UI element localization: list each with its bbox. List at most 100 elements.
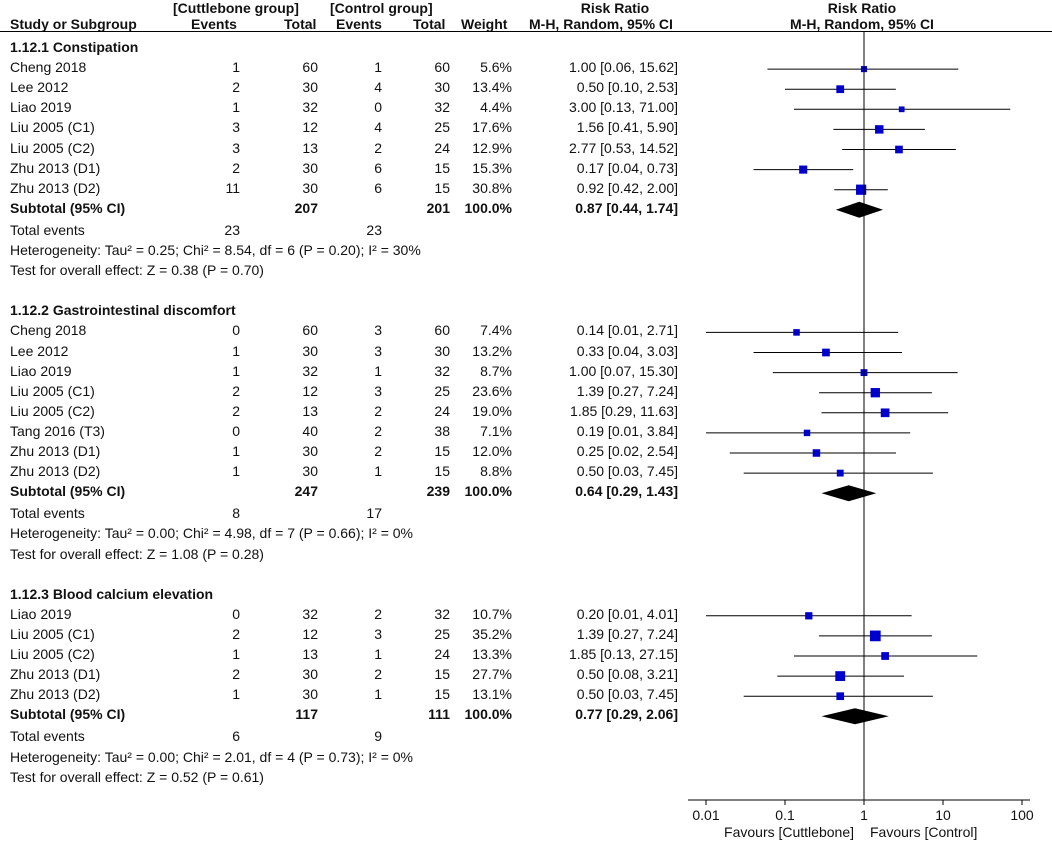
ctl-events: 2	[374, 139, 382, 156]
exp-total: 30	[302, 666, 318, 683]
exp-total: 13	[302, 646, 318, 662]
study-risk-ratio: 0.25 [0.02, 2.54]	[576, 443, 678, 459]
exp-total: 30	[302, 443, 318, 459]
study-weight: 4.4%	[480, 99, 512, 116]
header-weight: Weight	[461, 16, 508, 32]
study-name: Zhu 2013 (D2)	[10, 463, 101, 480]
subtotal-label: Subtotal (95% CI)	[10, 706, 126, 723]
header-method: M-H, Random, 95% CI	[529, 16, 673, 32]
ctl-events: 1	[374, 463, 382, 480]
ctl-total: 24	[434, 139, 450, 156]
ctl-events: 2	[374, 666, 382, 683]
exp-total: 30	[302, 159, 318, 176]
study-row-1-3-point-estimate	[898, 106, 905, 113]
subtotal-label: Subtotal (95% CI)	[10, 199, 126, 216]
study-weight: 30.8%	[472, 179, 512, 196]
study-row-2-2-ci-mark	[753, 348, 903, 357]
ctl-total: 30	[434, 79, 450, 96]
ctl-total: 60	[434, 59, 450, 76]
study-risk-ratio: 1.56 [0.41, 5.90]	[576, 119, 678, 136]
ctl-total: 25	[434, 625, 450, 642]
study-name: Cheng 2018	[10, 322, 87, 339]
exp-events: 2	[232, 382, 240, 399]
study-row-1-7-ci-mark	[834, 184, 888, 195]
study-name: Zhu 2013 (D1)	[10, 443, 101, 459]
exp-total: 30	[302, 342, 318, 359]
study-row-1-7-point-estimate	[856, 184, 867, 195]
subgroup-title: 1.12.2 Gastrointestinal discomfort	[10, 302, 236, 319]
study-weight: 8.7%	[480, 362, 512, 379]
study-risk-ratio: 3.00 [0.13, 71.00]	[569, 99, 678, 116]
study-risk-ratio: 0.50 [0.08, 3.21]	[576, 666, 678, 683]
header-exp-group: [Cuttlebone group]	[173, 0, 299, 16]
study-row-1-3-ci-mark	[794, 106, 1011, 113]
study-row-1-6-ci-mark	[753, 165, 854, 174]
exp-events: 1	[232, 463, 240, 480]
subtotal-exp-total: 117	[295, 706, 318, 723]
exp-events: 0	[232, 605, 240, 622]
header-ctl-group: [Control group]	[330, 0, 433, 16]
ctl-total: 30	[434, 342, 450, 359]
study-name: Zhu 2013 (D1)	[10, 666, 101, 683]
study-row-1-1-ci-mark	[767, 66, 959, 73]
study-weight: 12.0%	[472, 443, 512, 459]
ctl-events: 3	[374, 342, 382, 359]
ctl-total: 24	[434, 402, 450, 419]
subtotal-risk-ratio: 0.77 [0.29, 2.06]	[575, 706, 678, 723]
study-row-2-6-point-estimate	[803, 429, 811, 437]
study-risk-ratio: 0.50 [0.03, 7.45]	[576, 463, 678, 480]
ctl-total: 32	[434, 99, 450, 116]
exp-events: 2	[232, 625, 240, 642]
ctl-events: 2	[374, 422, 382, 439]
header-rule	[0, 31, 1052, 32]
study-row-1-6-point-estimate	[799, 165, 808, 174]
study-risk-ratio: 1.00 [0.07, 15.30]	[569, 362, 678, 379]
study-row-2-7-point-estimate	[812, 449, 821, 457]
exp-total: 12	[302, 382, 318, 399]
study-weight: 5.6%	[480, 59, 512, 76]
ctl-events: 3	[374, 322, 382, 339]
study-weight: 7.4%	[480, 322, 512, 339]
subtotal-label: Subtotal (95% CI)	[10, 483, 126, 500]
header-ctl-events: Events	[336, 16, 382, 32]
study-risk-ratio: 0.50 [0.10, 2.53]	[576, 79, 678, 96]
heterogeneity-text: Heterogeneity: Tau² = 0.00; Chi² = 4.98,…	[10, 525, 413, 542]
exp-total: 32	[302, 99, 318, 116]
study-weight: 23.6%	[472, 382, 512, 399]
study-row-2-4-point-estimate	[870, 388, 880, 398]
ctl-events: 1	[374, 362, 382, 379]
study-weight: 13.4%	[472, 79, 512, 96]
subtotal-diamond-3	[821, 708, 889, 725]
exp-total: 12	[302, 625, 318, 642]
study-name: Cheng 2018	[10, 59, 87, 76]
exp-total: 30	[302, 179, 318, 196]
ctl-total: 24	[434, 646, 450, 662]
total-events-label: Total events	[10, 728, 85, 745]
study-name: Zhu 2013 (D2)	[10, 179, 101, 196]
subtotal-weight: 100.0%	[464, 706, 512, 723]
study-risk-ratio: 0.19 [0.01, 3.84]	[576, 422, 678, 439]
study-weight: 13.3%	[472, 646, 512, 662]
exp-events: 2	[232, 79, 240, 96]
ctl-total: 15	[434, 463, 450, 480]
favours-left-label: Favours [Cuttlebone]	[724, 824, 854, 840]
study-weight: 10.7%	[472, 605, 512, 622]
study-weight: 13.1%	[472, 686, 512, 703]
exp-total: 30	[302, 79, 318, 96]
subtotal-exp-total: 207	[294, 199, 318, 216]
header-exp-total: Total	[284, 16, 317, 32]
exp-events: 1	[232, 362, 240, 379]
ctl-events: 1	[374, 686, 382, 703]
ctl-total: 38	[434, 422, 450, 439]
header-ctl-total: Total	[413, 16, 446, 32]
exp-events: 2	[232, 666, 240, 683]
exp-events: 2	[232, 402, 240, 419]
ctl-total: 15	[434, 686, 450, 703]
subtotal-diamond-2	[821, 485, 877, 502]
study-name: Liu 2005 (C1)	[10, 382, 95, 399]
study-row-2-1-point-estimate	[793, 329, 800, 336]
study-name: Lee 2012	[10, 79, 69, 96]
study-risk-ratio: 1.00 [0.06, 15.62]	[569, 59, 678, 76]
total-events-label: Total events	[10, 221, 85, 238]
study-row-3-3-ci-mark	[794, 652, 978, 660]
